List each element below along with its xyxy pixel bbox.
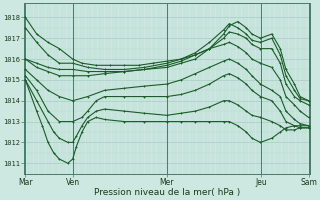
- X-axis label: Pression niveau de la mer( hPa ): Pression niveau de la mer( hPa ): [94, 188, 240, 197]
